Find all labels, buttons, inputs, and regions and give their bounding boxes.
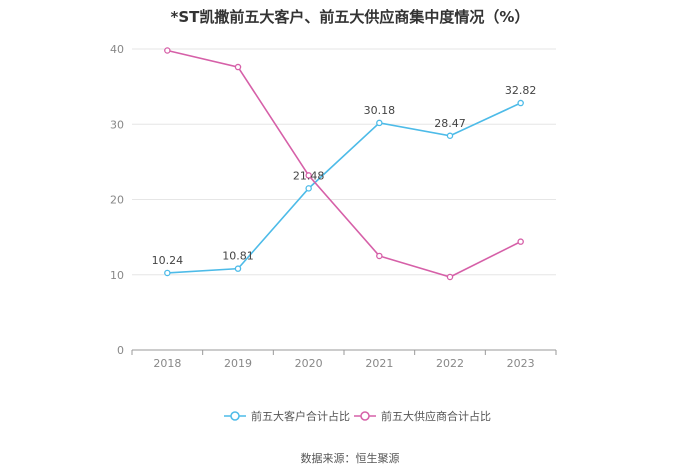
data-labels: 10.24 10.81 21.48 30.18 28.47 32.82 — [152, 84, 537, 267]
legend-item-1: 前五大客户合计占比 — [224, 409, 350, 423]
x-tick-label: 2018 — [153, 357, 181, 370]
x-tick-label: 2020 — [295, 357, 323, 370]
data-point — [446, 273, 454, 281]
series-line-2 — [167, 49, 522, 278]
data-point — [517, 99, 524, 107]
x-tick-label: 2021 — [365, 357, 393, 370]
chart-title: *ST凯撒前五大客户、前五大供应商集中度情况（%） — [170, 8, 530, 26]
legend-label: 前五大客户合计占比 — [251, 409, 350, 423]
y-tick-label: 30 — [110, 118, 124, 131]
x-tick-label: 2019 — [224, 357, 252, 370]
legend: 前五大客户合计占比 前五大供应商合计占比 — [224, 409, 491, 423]
data-label: 28.47 — [434, 117, 466, 130]
data-point — [305, 172, 312, 179]
x-tick-label: 2022 — [436, 357, 464, 370]
y-tick-label: 0 — [117, 344, 124, 357]
data-point — [234, 63, 242, 71]
legend-marker — [360, 411, 370, 421]
data-label: 10.81 — [222, 250, 254, 263]
data-point — [164, 269, 171, 277]
data-label: 30.18 — [364, 104, 396, 117]
data-label: 21.48 — [293, 169, 325, 182]
data-point — [376, 252, 383, 260]
data-point — [446, 132, 454, 140]
series-line-1 — [167, 102, 522, 274]
legend-label: 前五大供应商合计占比 — [381, 409, 491, 423]
data-point — [234, 265, 242, 272]
data-point — [164, 47, 171, 54]
axes: 0 10 20 30 40 2018 2019 2020 2021 2022 2023 — [110, 43, 557, 370]
y-tick-label: 40 — [110, 43, 124, 56]
data-point — [305, 185, 312, 192]
data-label: 10.24 — [152, 254, 184, 267]
grid-lines — [132, 48, 556, 276]
y-tick-label: 10 — [110, 269, 124, 282]
data-point — [517, 238, 524, 245]
legend-item-2: 前五大供应商合计占比 — [354, 409, 491, 423]
y-tick-label: 20 — [110, 194, 124, 207]
legend-marker — [230, 411, 240, 421]
series — [164, 47, 524, 281]
data-source: 数据来源：恒生聚源 — [300, 452, 400, 465]
data-point — [376, 119, 383, 127]
data-label: 32.82 — [505, 84, 537, 97]
x-tick-label: 2023 — [507, 357, 535, 370]
